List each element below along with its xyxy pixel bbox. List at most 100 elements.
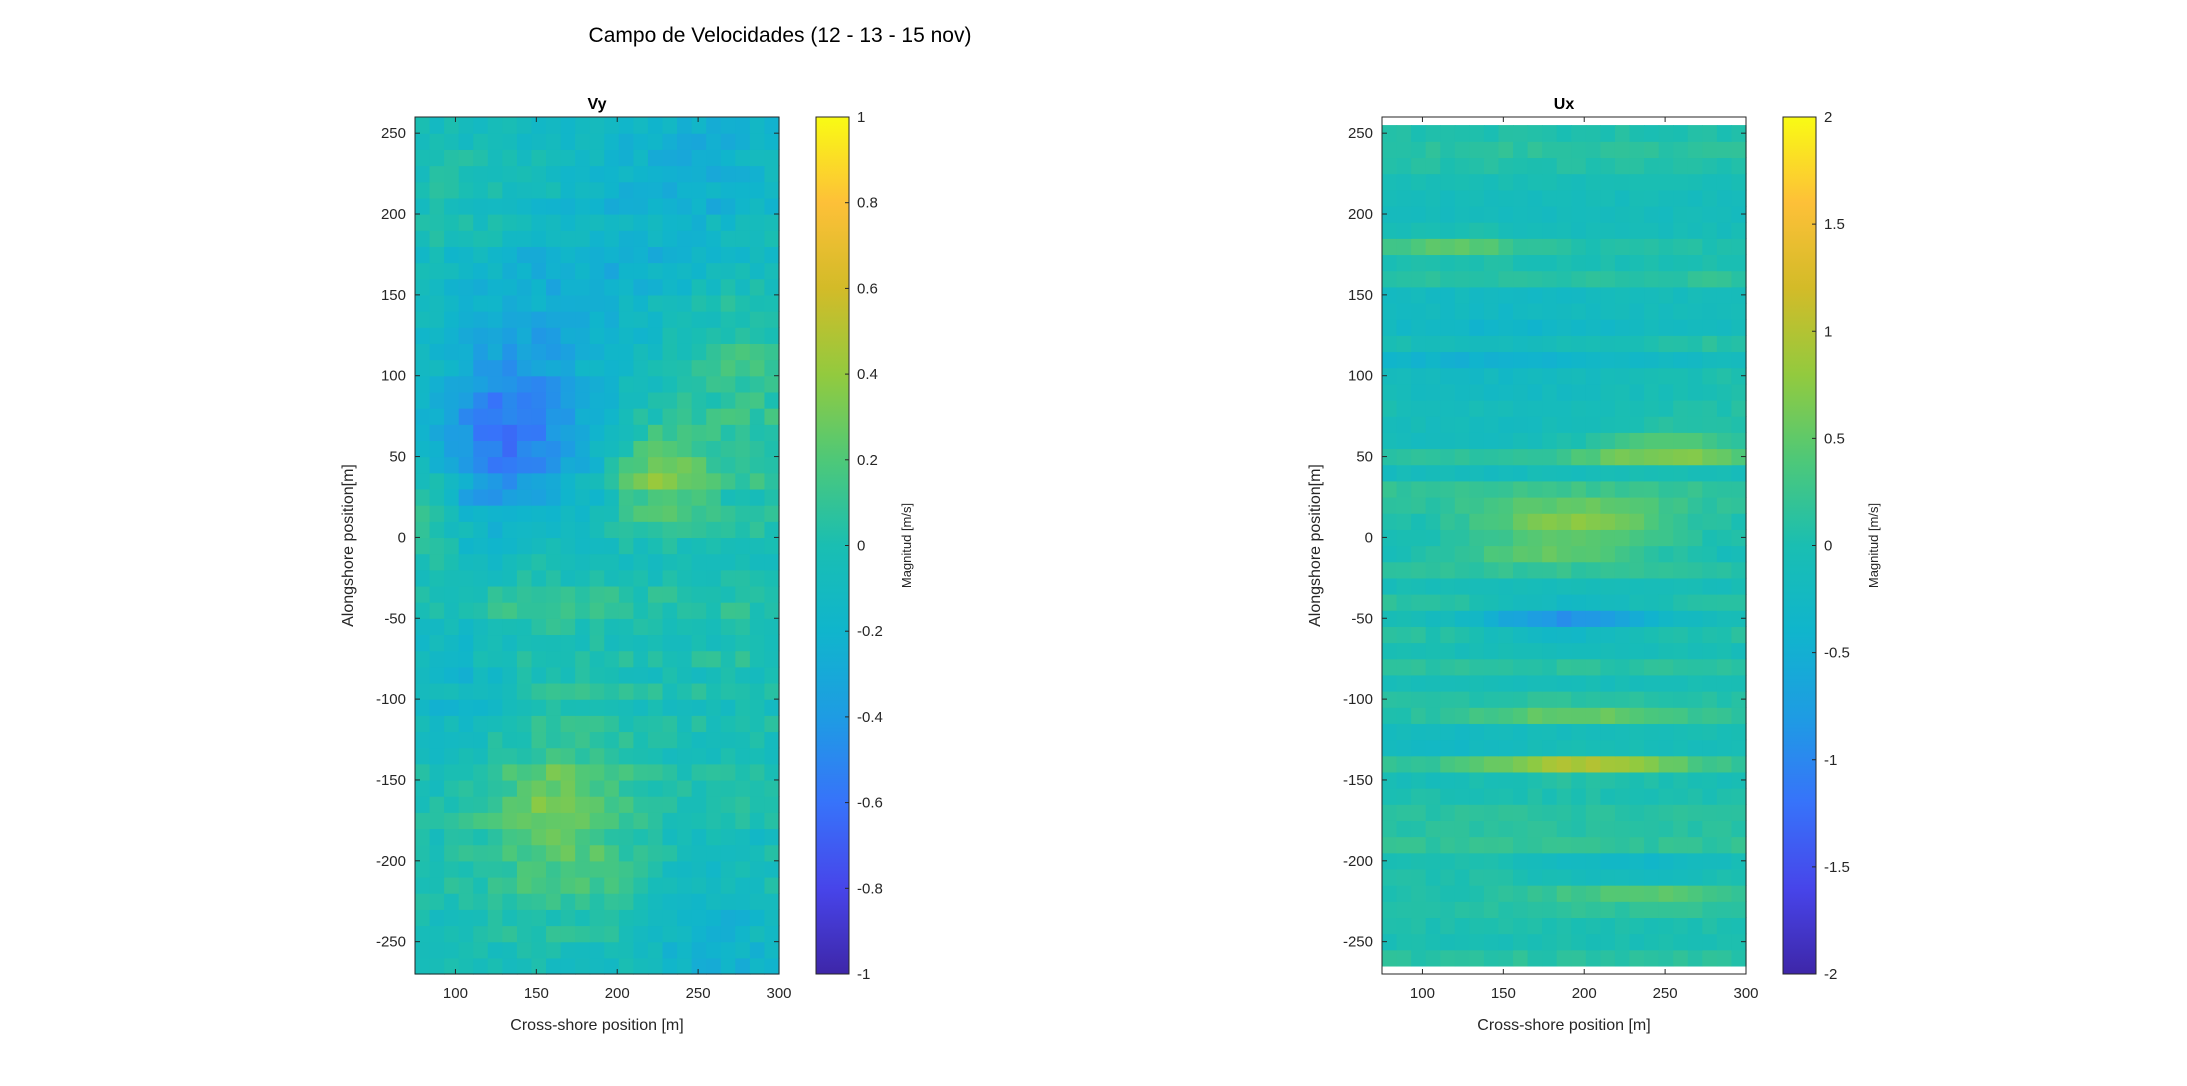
heatmap-cell bbox=[1440, 399, 1456, 417]
heatmap-cell bbox=[473, 779, 489, 797]
heatmap-cell bbox=[1687, 238, 1703, 256]
heatmap-cell bbox=[662, 230, 678, 247]
heatmap-cell bbox=[633, 294, 649, 312]
heatmap-cell bbox=[1702, 755, 1718, 773]
ux-y-axis-label: Alongshore position[m] bbox=[1307, 464, 1324, 627]
heatmap-cell bbox=[575, 375, 591, 393]
heatmap-cell bbox=[1483, 626, 1500, 644]
heatmap-cell bbox=[589, 909, 605, 927]
heatmap-cell bbox=[764, 230, 780, 247]
heatmap-cell bbox=[604, 278, 620, 296]
x-tick-label: 200 bbox=[605, 985, 630, 1002]
heatmap-cell bbox=[662, 618, 678, 636]
heatmap-cell bbox=[1702, 561, 1718, 579]
heatmap-cell bbox=[604, 585, 620, 603]
heatmap-cell bbox=[1440, 561, 1456, 579]
x-tick-label: 100 bbox=[443, 985, 468, 1002]
heatmap-cell bbox=[1483, 820, 1500, 838]
heatmap-cell bbox=[662, 812, 678, 830]
heatmap-cell bbox=[1644, 367, 1660, 385]
heatmap-cell bbox=[502, 408, 518, 425]
heatmap-cell bbox=[560, 456, 576, 474]
heatmap-cell bbox=[1716, 383, 1733, 401]
heatmap-cell bbox=[415, 359, 431, 377]
y-tick-label: 100 bbox=[381, 368, 406, 385]
heatmap-cell bbox=[1454, 577, 1470, 595]
heatmap-cell bbox=[706, 925, 722, 943]
heatmap-cell bbox=[1396, 545, 1412, 563]
heatmap-cell bbox=[1600, 335, 1616, 353]
heatmap-cell bbox=[735, 375, 751, 393]
heatmap-cell bbox=[1571, 804, 1587, 821]
heatmap-cell bbox=[764, 731, 780, 749]
heatmap-cell bbox=[618, 666, 634, 684]
heatmap-cell bbox=[1687, 658, 1703, 676]
heatmap-cell bbox=[1614, 610, 1631, 627]
heatmap-cell bbox=[575, 262, 591, 280]
heatmap-cell bbox=[1498, 416, 1514, 433]
heatmap-cell bbox=[1513, 222, 1529, 239]
heatmap-cell bbox=[764, 893, 780, 910]
heatmap-cell bbox=[662, 650, 678, 668]
heatmap-cell bbox=[531, 133, 547, 150]
ux-axes-box bbox=[1381, 116, 1747, 975]
heatmap-cell bbox=[516, 294, 533, 312]
heatmap-cell bbox=[677, 375, 693, 393]
heatmap-cell bbox=[1716, 545, 1733, 563]
heatmap-cell bbox=[1644, 739, 1660, 757]
heatmap-cell bbox=[662, 537, 678, 555]
heatmap-cell bbox=[720, 699, 736, 716]
heatmap-cell bbox=[1716, 205, 1733, 223]
colorbar-tick-label: 0.8 bbox=[857, 195, 878, 212]
heatmap-cell bbox=[633, 844, 649, 862]
heatmap-cell bbox=[1600, 141, 1616, 159]
heatmap-cell bbox=[1396, 674, 1412, 692]
heatmap-cell bbox=[1731, 820, 1747, 838]
heatmap-cell bbox=[502, 763, 518, 781]
heatmap-cell bbox=[1658, 933, 1674, 951]
heatmap-cell bbox=[1556, 707, 1572, 724]
heatmap-cell bbox=[560, 181, 576, 199]
heatmap-cell bbox=[1731, 836, 1747, 854]
heatmap-cell bbox=[1440, 868, 1456, 886]
heatmap-cell bbox=[429, 375, 445, 393]
heatmap-cell bbox=[589, 165, 605, 183]
heatmap-cell bbox=[1440, 141, 1456, 159]
heatmap-cell bbox=[691, 747, 707, 765]
heatmap-cell bbox=[633, 505, 649, 522]
heatmap-cell bbox=[575, 537, 591, 555]
heatmap-cell bbox=[618, 650, 634, 668]
heatmap-cell bbox=[1513, 529, 1529, 547]
heatmap-cell bbox=[1454, 432, 1470, 450]
heatmap-cell bbox=[1600, 820, 1616, 838]
heatmap-cell bbox=[1498, 933, 1514, 951]
heatmap-cell bbox=[487, 666, 503, 684]
heatmap-cell bbox=[1411, 707, 1427, 724]
heatmap-cell bbox=[764, 456, 780, 474]
heatmap-cell bbox=[502, 699, 518, 716]
heatmap-cell bbox=[1571, 577, 1587, 595]
heatmap-cell bbox=[1644, 173, 1660, 191]
heatmap-cell bbox=[1527, 852, 1543, 870]
heatmap-cell bbox=[1382, 949, 1398, 967]
heatmap-cell bbox=[1687, 691, 1703, 708]
heatmap-cell bbox=[1454, 319, 1470, 336]
heatmap-cell bbox=[1644, 755, 1660, 773]
heatmap-cell bbox=[1396, 755, 1412, 773]
heatmap-cell bbox=[735, 440, 751, 458]
heatmap-cell bbox=[1716, 141, 1733, 159]
heatmap-cell bbox=[633, 715, 649, 733]
heatmap-cell bbox=[1702, 594, 1718, 611]
heatmap-cell bbox=[1585, 189, 1601, 207]
heatmap-cell bbox=[1527, 933, 1543, 951]
heatmap-cell bbox=[1425, 674, 1441, 692]
heatmap-cell bbox=[560, 553, 576, 571]
heatmap-cell bbox=[735, 488, 751, 506]
heatmap-cell bbox=[1658, 771, 1674, 789]
heatmap-cell bbox=[1454, 529, 1470, 547]
heatmap-cell bbox=[1731, 545, 1747, 563]
heatmap-cell bbox=[633, 731, 649, 749]
heatmap-cell bbox=[560, 408, 576, 425]
heatmap-cell bbox=[691, 585, 707, 603]
heatmap-cell bbox=[706, 359, 722, 377]
